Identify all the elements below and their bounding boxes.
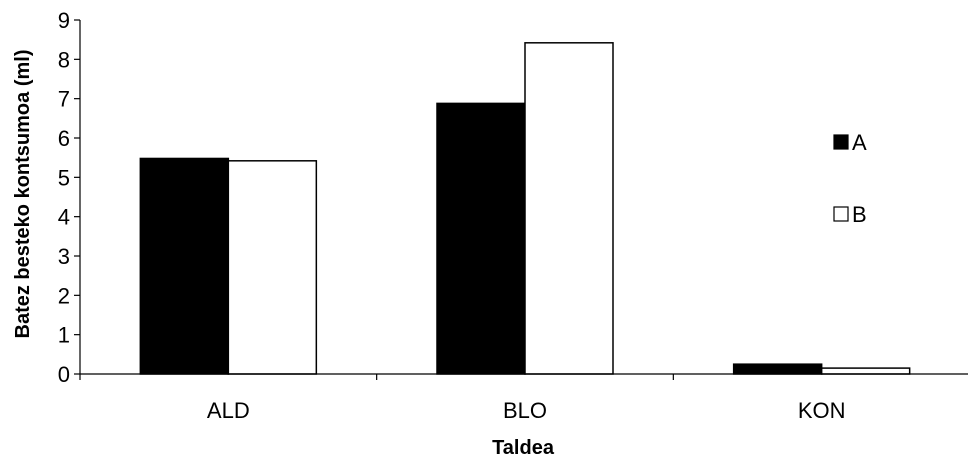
x-tick-label-kon: KON <box>798 398 846 423</box>
bars-layer <box>139 42 911 375</box>
legend-label-a: A <box>852 130 867 155</box>
axes-layer <box>74 19 968 380</box>
y-tick-label: 1 <box>58 323 70 348</box>
y-tick-label: 0 <box>58 362 70 387</box>
legend-swatch-b <box>833 206 849 222</box>
bar-kon-b <box>820 367 911 375</box>
x-tick-label-blo: BLO <box>503 398 547 423</box>
bar-ald-b <box>227 160 318 375</box>
bar-kon-a <box>732 363 823 375</box>
y-tick-label: 9 <box>58 8 70 33</box>
x-axis-title: Taldea <box>492 437 555 458</box>
y-axis-title: Batez besteko kontsumoa (ml) <box>12 50 34 339</box>
labels-layer: 0 1 2 3 4 5 6 7 8 9 ALD BLO KON <box>58 8 846 423</box>
y-tick-label: 4 <box>58 205 70 230</box>
y-tick-label: 8 <box>58 47 70 72</box>
y-tick-label: 6 <box>58 126 70 151</box>
bar-ald-a <box>139 157 230 375</box>
legend: AB <box>833 130 867 227</box>
y-tick-label: 5 <box>58 165 70 190</box>
legend-label-b: B <box>852 202 867 227</box>
y-tick-label: 3 <box>58 244 70 269</box>
legend-swatch-a <box>833 134 849 150</box>
x-tick-label-ald: ALD <box>207 398 250 423</box>
y-tick-label: 2 <box>58 283 70 308</box>
bar-blo-b <box>524 42 614 375</box>
bar-blo-a <box>436 102 526 375</box>
y-tick-label: 7 <box>58 87 70 112</box>
